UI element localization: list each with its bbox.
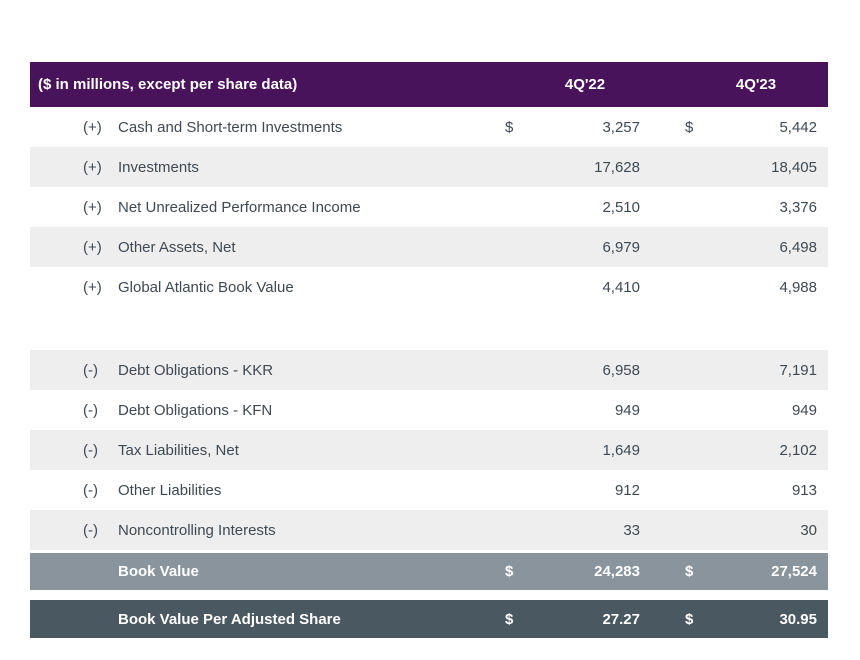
value-4q23: 30 xyxy=(800,521,817,539)
column-header-4q22: 4Q'22 xyxy=(564,76,606,93)
value-4q22: 2,510 xyxy=(602,198,640,216)
table-row: (-) Other Liabilities 912 913 xyxy=(30,470,828,510)
value-4q22: 949 xyxy=(614,401,640,419)
row-label: Debt Obligations - KFN xyxy=(118,401,273,419)
value-4q23: 6,498 xyxy=(779,238,817,256)
value-4q22: 4,410 xyxy=(602,278,640,296)
row-label: Other Liabilities xyxy=(118,481,222,499)
value-4q23: 4,988 xyxy=(779,278,817,296)
value-4q23: 18,405 xyxy=(771,158,817,176)
value-4q23: 5,442 xyxy=(779,118,817,136)
row-label: Noncontrolling Interests xyxy=(118,521,276,539)
value-4q22: 6,958 xyxy=(602,361,640,379)
summary-label: Book Value xyxy=(118,563,199,580)
row-label: Net Unrealized Performance Income xyxy=(118,198,361,216)
value-4q22: 24,283 xyxy=(594,563,640,580)
value-4q22: 17,628 xyxy=(594,158,640,176)
currency-symbol: $ xyxy=(685,610,694,628)
section-spacer xyxy=(30,307,828,350)
row-sign: (-) xyxy=(83,401,98,419)
book-value-per-share-row: Book Value Per Adjusted Share $ 27.27 $ … xyxy=(30,600,828,638)
currency-symbol: $ xyxy=(685,118,694,136)
row-label: Debt Obligations - KKR xyxy=(118,361,274,379)
value-4q22: 33 xyxy=(623,521,640,539)
row-sign: (+) xyxy=(83,118,102,136)
row-sign: (-) xyxy=(83,361,98,379)
value-4q22: 6,979 xyxy=(602,238,640,256)
table-row: (+) Cash and Short-term Investments $ 3,… xyxy=(30,107,828,147)
value-4q23: 2,102 xyxy=(779,441,817,459)
row-label: Investments xyxy=(118,158,199,176)
row-label: Global Atlantic Book Value xyxy=(118,278,294,296)
book-value-table: ($ in millions, except per share data) 4… xyxy=(30,62,828,638)
table-row: (+) Investments 17,628 18,405 xyxy=(30,147,828,187)
value-4q23: 913 xyxy=(791,481,817,499)
row-sign: (+) xyxy=(83,238,102,256)
column-header-4q23: 4Q'23 xyxy=(735,76,777,93)
row-sign: (-) xyxy=(83,481,98,499)
book-value-row: Book Value $ 24,283 $ 27,524 xyxy=(30,553,828,590)
value-4q23: 30.95 xyxy=(779,610,817,628)
value-4q23: 27,524 xyxy=(771,563,817,580)
row-label: Cash and Short-term Investments xyxy=(118,118,343,136)
value-4q22: 27.27 xyxy=(602,610,640,628)
row-sign: (+) xyxy=(83,158,102,176)
table-header-row: ($ in millions, except per share data) 4… xyxy=(30,62,828,107)
value-4q23: 3,376 xyxy=(779,198,817,216)
table-row: (+) Net Unrealized Performance Income 2,… xyxy=(30,187,828,227)
row-sign: (+) xyxy=(83,198,102,216)
table-row: (+) Global Atlantic Book Value 4,410 4,9… xyxy=(30,267,828,307)
row-sign: (+) xyxy=(83,278,102,296)
table-row: (-) Noncontrolling Interests 33 30 xyxy=(30,510,828,550)
currency-symbol: $ xyxy=(505,118,514,136)
value-4q23: 7,191 xyxy=(779,361,817,379)
value-4q22: 912 xyxy=(614,481,640,499)
value-4q22: 1,649 xyxy=(602,441,640,459)
row-sign: (-) xyxy=(83,521,98,539)
row-label: Other Assets, Net xyxy=(118,238,236,256)
table-row: (+) Other Assets, Net 6,979 6,498 xyxy=(30,227,828,267)
row-label-cell: (+) Cash and Short-term Investments xyxy=(30,119,475,136)
row-label: Tax Liabilities, Net xyxy=(118,441,239,459)
summary-label: Book Value Per Adjusted Share xyxy=(118,610,341,628)
row-sign: (-) xyxy=(83,441,98,459)
value-4q23: 949 xyxy=(791,401,817,419)
table-row: (-) Debt Obligations - KFN 949 949 xyxy=(30,390,828,430)
currency-symbol: $ xyxy=(685,563,694,580)
currency-symbol: $ xyxy=(505,563,514,580)
table-title: ($ in millions, except per share data) xyxy=(38,76,298,93)
value-4q22: 3,257 xyxy=(602,118,640,136)
table-row: (-) Tax Liabilities, Net 1,649 2,102 xyxy=(30,430,828,470)
currency-symbol: $ xyxy=(505,610,514,628)
table-row: (-) Debt Obligations - KKR 6,958 7,191 xyxy=(30,350,828,390)
